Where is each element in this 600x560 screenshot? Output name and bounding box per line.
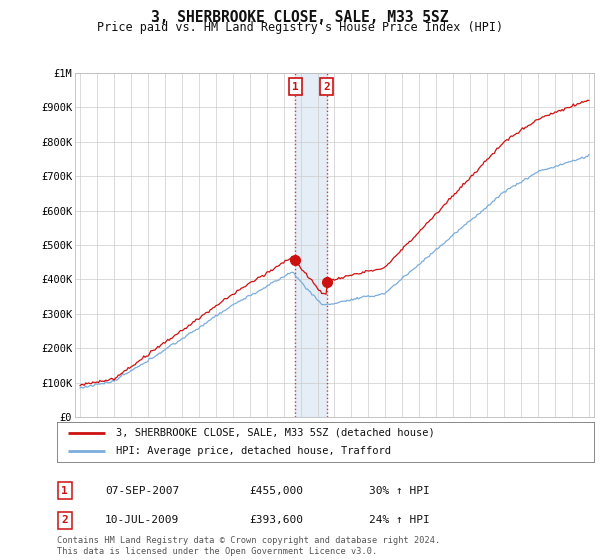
Text: 1: 1 bbox=[292, 82, 299, 92]
Text: 07-SEP-2007: 07-SEP-2007 bbox=[105, 486, 179, 496]
Text: 3, SHERBROOKE CLOSE, SALE, M33 5SZ: 3, SHERBROOKE CLOSE, SALE, M33 5SZ bbox=[151, 10, 449, 25]
Text: £455,000: £455,000 bbox=[249, 486, 303, 496]
Text: 10-JUL-2009: 10-JUL-2009 bbox=[105, 515, 179, 525]
Text: Price paid vs. HM Land Registry's House Price Index (HPI): Price paid vs. HM Land Registry's House … bbox=[97, 21, 503, 34]
Text: 2: 2 bbox=[323, 82, 330, 92]
Text: 3, SHERBROOKE CLOSE, SALE, M33 5SZ (detached house): 3, SHERBROOKE CLOSE, SALE, M33 5SZ (deta… bbox=[116, 428, 435, 437]
Text: 24% ↑ HPI: 24% ↑ HPI bbox=[369, 515, 430, 525]
Text: 2: 2 bbox=[61, 515, 68, 525]
Text: 1: 1 bbox=[61, 486, 68, 496]
Bar bbox=[295, 73, 326, 417]
Text: £393,600: £393,600 bbox=[249, 515, 303, 525]
Text: 30% ↑ HPI: 30% ↑ HPI bbox=[369, 486, 430, 496]
Text: Contains HM Land Registry data © Crown copyright and database right 2024.
This d: Contains HM Land Registry data © Crown c… bbox=[57, 536, 440, 556]
Text: HPI: Average price, detached house, Trafford: HPI: Average price, detached house, Traf… bbox=[116, 446, 391, 456]
